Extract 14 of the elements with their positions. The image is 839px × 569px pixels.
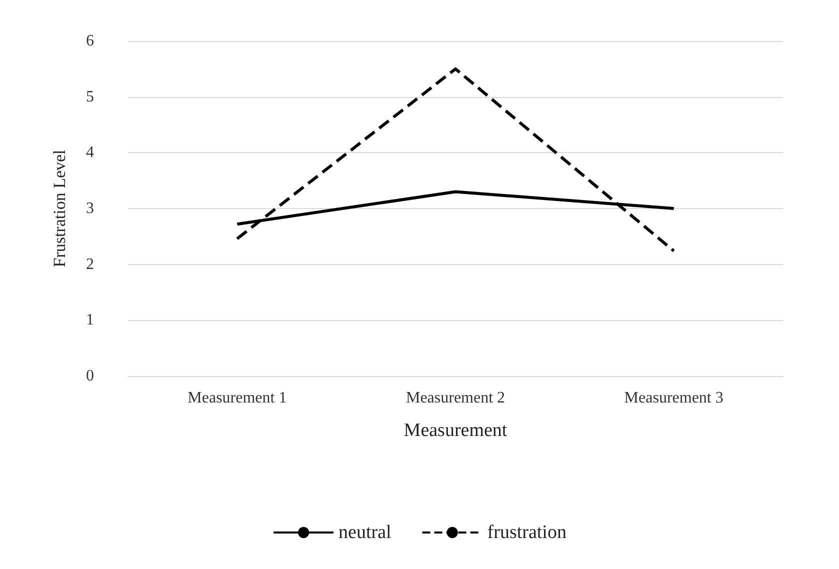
y-tick-label: 5 — [86, 88, 94, 106]
y-tick-label: 4 — [86, 144, 94, 162]
y-tick-label: 0 — [86, 368, 94, 384]
x-tick-label: Measurement 3 — [624, 390, 724, 406]
x-tick-label: Measurement 2 — [406, 390, 506, 406]
y-tick-label: 3 — [86, 200, 94, 217]
x-tick-label: Measurement 1 — [188, 390, 287, 406]
legend-label: neutral — [338, 522, 392, 543]
y-axis-title: Frustration Level — [50, 149, 69, 268]
legend-label: frustration — [487, 522, 567, 543]
x-axis-title: Measurement — [404, 420, 508, 441]
y-tick-label: 6 — [86, 32, 94, 50]
y-tick-label: 2 — [86, 256, 94, 273]
y-tick-label: 1 — [86, 312, 94, 329]
